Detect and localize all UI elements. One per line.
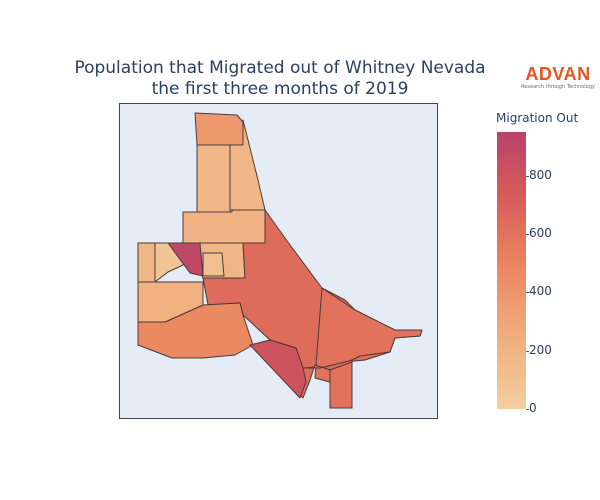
region-south-tail[interactable] [329,361,353,409]
title-line-2: the first three months of 2019 [151,79,409,99]
title-line-1: Population that Migrated out of Whitney … [74,58,486,78]
colorbar-tick-label: 400 [529,284,552,299]
colorbar-title: Migration Out [496,111,579,125]
region-west-block-upper[interactable] [182,209,266,244]
region-west-small-cell[interactable] [202,252,225,277]
colorbar-tick-mark [526,409,529,410]
advan-logo: ADVAN Research through Technology [520,64,596,90]
colorbar-tick-mark [526,292,529,294]
colorbar-tick-label: 600 [529,226,552,241]
map-title: Population that Migrated out of Whitney … [40,58,520,100]
colorbar-tick-label: 200 [529,342,552,357]
logo-tagline: Research through Technology [521,84,595,90]
colorbar-tick-mark [526,234,529,236]
colorbar [497,132,526,409]
logo-name: ADVAN [525,64,591,84]
colorbar-tick-label: 800 [529,167,552,182]
region-north-strip-middle[interactable] [196,144,231,213]
colorbar-tick-label: 0 [529,401,537,415]
region-north-strip-top[interactable] [194,112,244,146]
region-south-dark-pocket[interactable] [249,339,307,399]
colorbar-tick-mark [526,175,529,177]
region-west-lower-cells[interactable] [137,281,204,323]
region-west-edge-strip[interactable] [137,242,156,283]
colorbar-tick-mark [526,350,529,352]
region-dark-wedge[interactable] [167,242,204,277]
